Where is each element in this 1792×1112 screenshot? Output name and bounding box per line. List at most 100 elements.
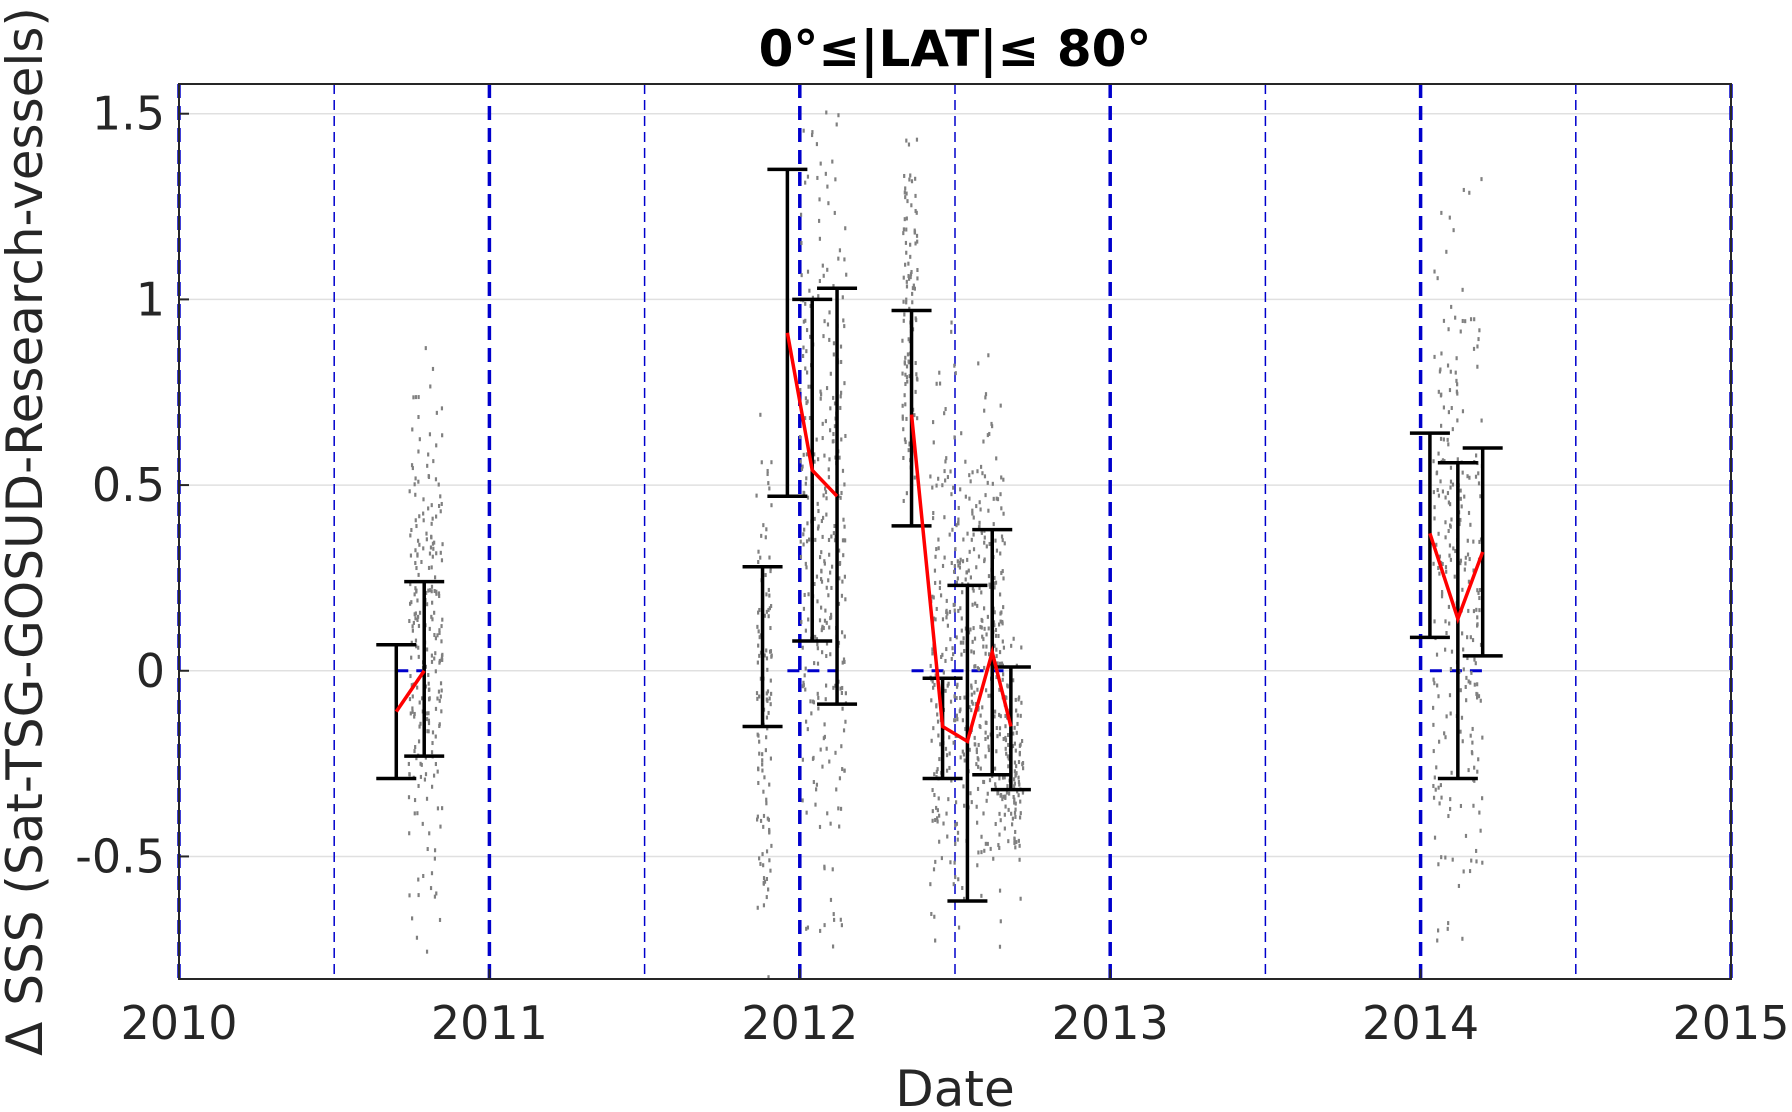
scatter-point bbox=[825, 654, 828, 659]
scatter-point bbox=[417, 877, 420, 882]
scatter-point bbox=[821, 263, 824, 268]
scatter-point bbox=[811, 130, 814, 135]
scatter-point bbox=[419, 721, 422, 726]
scatter-point bbox=[968, 747, 971, 752]
scatter-point bbox=[819, 577, 823, 582]
scatter-point bbox=[840, 490, 843, 495]
scatter-point bbox=[972, 650, 976, 655]
scatter-point bbox=[1444, 495, 1447, 500]
scatter-point bbox=[1016, 713, 1019, 718]
scatter-point bbox=[1459, 329, 1462, 334]
scatter-point bbox=[414, 561, 417, 566]
scatter-point bbox=[417, 614, 420, 619]
scatter-point bbox=[933, 772, 936, 777]
scatter-point bbox=[1469, 635, 1472, 640]
scatter-point bbox=[408, 893, 411, 898]
scatter-point bbox=[1004, 713, 1007, 718]
scatter-point bbox=[931, 818, 934, 823]
scatter-point bbox=[992, 522, 995, 527]
scatter-point bbox=[1474, 474, 1478, 479]
scatter-point bbox=[415, 935, 419, 940]
scatter-point bbox=[761, 752, 764, 757]
scatter-point bbox=[762, 863, 765, 868]
scatter-point bbox=[1456, 391, 1459, 396]
scatter-point bbox=[815, 787, 818, 792]
plot-frame bbox=[178, 83, 1732, 980]
scatter-point bbox=[939, 593, 943, 598]
scatter-point bbox=[936, 719, 940, 724]
scatter-point bbox=[821, 764, 824, 769]
scatter-point bbox=[819, 928, 822, 933]
scatter-point bbox=[842, 728, 846, 733]
scatter-point bbox=[968, 496, 971, 501]
scatter-point bbox=[822, 625, 825, 630]
scatter-point bbox=[1450, 406, 1453, 411]
scatter-point bbox=[932, 516, 935, 521]
scatter-point bbox=[429, 886, 433, 891]
scatter-point bbox=[407, 795, 411, 800]
scatter-point bbox=[983, 408, 986, 413]
scatter-point bbox=[410, 600, 413, 605]
scatter-point bbox=[1476, 769, 1479, 774]
scatter-point bbox=[1001, 775, 1005, 780]
scatter-point bbox=[1440, 855, 1443, 860]
scatter-point bbox=[417, 479, 420, 484]
scatter-point bbox=[933, 914, 936, 919]
scatter-point bbox=[976, 666, 979, 671]
scatter-point bbox=[427, 474, 430, 479]
scatter-point bbox=[1432, 795, 1436, 800]
scatter-point bbox=[988, 778, 992, 783]
scatter-point bbox=[934, 938, 937, 943]
scatter-point bbox=[958, 565, 962, 570]
scatter-point bbox=[833, 401, 837, 406]
scatter-point bbox=[757, 610, 760, 615]
scatter-point bbox=[1020, 739, 1024, 744]
scatter-point bbox=[1479, 828, 1482, 833]
scatter-point bbox=[1464, 833, 1468, 838]
scatter-point bbox=[770, 503, 773, 508]
scatter-point bbox=[819, 389, 822, 394]
scatter-point bbox=[937, 733, 940, 738]
scatter-point bbox=[826, 811, 829, 816]
scatter-point bbox=[766, 667, 769, 672]
scatter-point bbox=[1461, 631, 1464, 636]
scatter-point bbox=[429, 588, 432, 593]
scatter-point bbox=[984, 841, 987, 846]
scatter-point bbox=[1471, 740, 1474, 745]
scatter-point bbox=[1001, 569, 1004, 574]
y-tick-label: 1 bbox=[136, 272, 165, 326]
scatter-point bbox=[1447, 442, 1450, 447]
scatter-point bbox=[427, 588, 430, 593]
scatter-point bbox=[1006, 754, 1009, 759]
scatter-point bbox=[411, 709, 414, 714]
scatter-point bbox=[814, 802, 817, 807]
scatter-point bbox=[1445, 569, 1448, 574]
scatter-point bbox=[943, 411, 946, 416]
scatter-point bbox=[804, 416, 807, 421]
scatter-point bbox=[410, 683, 413, 688]
scatter-point bbox=[982, 439, 985, 444]
scatter-point bbox=[417, 645, 420, 650]
scatter-point bbox=[821, 626, 824, 631]
scatter-point bbox=[831, 867, 834, 872]
scatter-point bbox=[1466, 538, 1469, 543]
scatter-point bbox=[948, 751, 951, 756]
scatter-point bbox=[914, 208, 917, 213]
scatter-point bbox=[983, 474, 987, 479]
scatter-point bbox=[1473, 765, 1476, 770]
scatter-point bbox=[988, 584, 992, 589]
scatter-point bbox=[916, 239, 919, 244]
scatter-point bbox=[413, 749, 416, 754]
scatter-point bbox=[973, 742, 976, 747]
scatter-point bbox=[769, 702, 772, 707]
scatter-point bbox=[1014, 845, 1017, 850]
scatter-point bbox=[832, 531, 835, 536]
scatter-point bbox=[839, 686, 842, 691]
scatter-point bbox=[1477, 694, 1481, 699]
scatter-point bbox=[1018, 782, 1021, 787]
scatter-point bbox=[956, 576, 959, 581]
scatter-point bbox=[1002, 645, 1006, 650]
scatter-point bbox=[1446, 926, 1449, 931]
scatter-point bbox=[1464, 319, 1467, 324]
scatter-point bbox=[1453, 574, 1456, 579]
